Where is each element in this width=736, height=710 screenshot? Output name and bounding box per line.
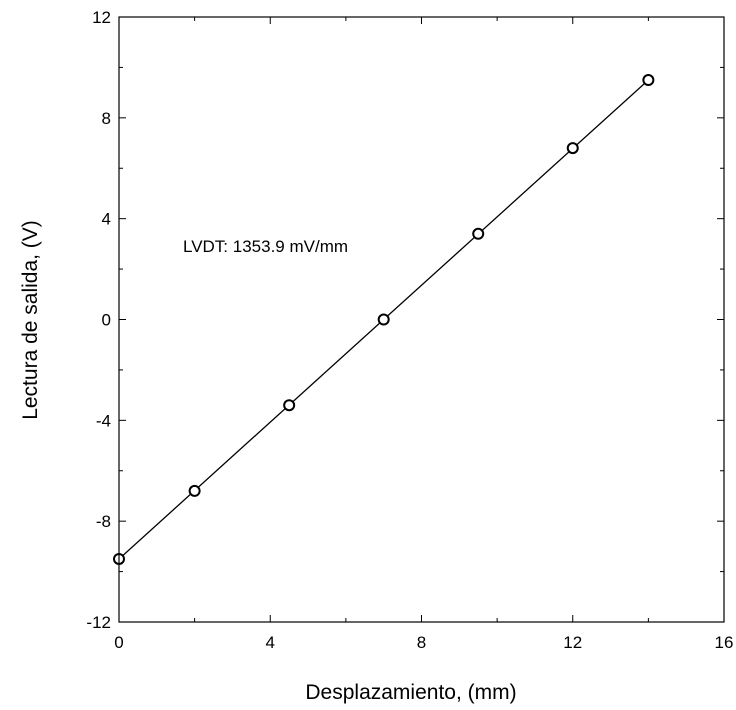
- y-tick-label: 12: [92, 8, 111, 27]
- annotation-lvdt: LVDT: 1353.9 mV/mm: [183, 237, 348, 256]
- minor-ticks: [119, 17, 724, 622]
- y-tick-label: 8: [102, 109, 111, 128]
- data-point: [283, 399, 296, 412]
- data-point: [472, 227, 485, 240]
- y-tick-label: 0: [102, 311, 111, 330]
- x-tick-labels: 0 4 8 12 16: [114, 633, 733, 652]
- y-tick-label: -4: [96, 411, 111, 430]
- y-tick-label: -12: [86, 613, 111, 632]
- y-axis-title: Lectura de salida, (V): [19, 220, 42, 420]
- data-point: [188, 484, 201, 497]
- x-tick-label: 8: [417, 633, 426, 652]
- x-axis-title: Desplazamiento, (mm): [305, 681, 516, 704]
- data-point: [566, 142, 579, 155]
- points-layer: [113, 74, 655, 565]
- data-point: [642, 74, 655, 87]
- x-tick-label: 16: [715, 633, 734, 652]
- x-tick-label: 4: [266, 633, 275, 652]
- data-point: [377, 313, 390, 326]
- y-tick-label: 4: [102, 210, 111, 229]
- y-tick-label: -8: [96, 512, 111, 531]
- major-ticks: [118, 16, 725, 623]
- x-tick-label: 0: [114, 633, 123, 652]
- plot-frame: [118, 16, 725, 623]
- y-tick-labels: -12 -8 -4 0 4 8 12: [86, 8, 111, 632]
- x-tick-label: 12: [563, 633, 582, 652]
